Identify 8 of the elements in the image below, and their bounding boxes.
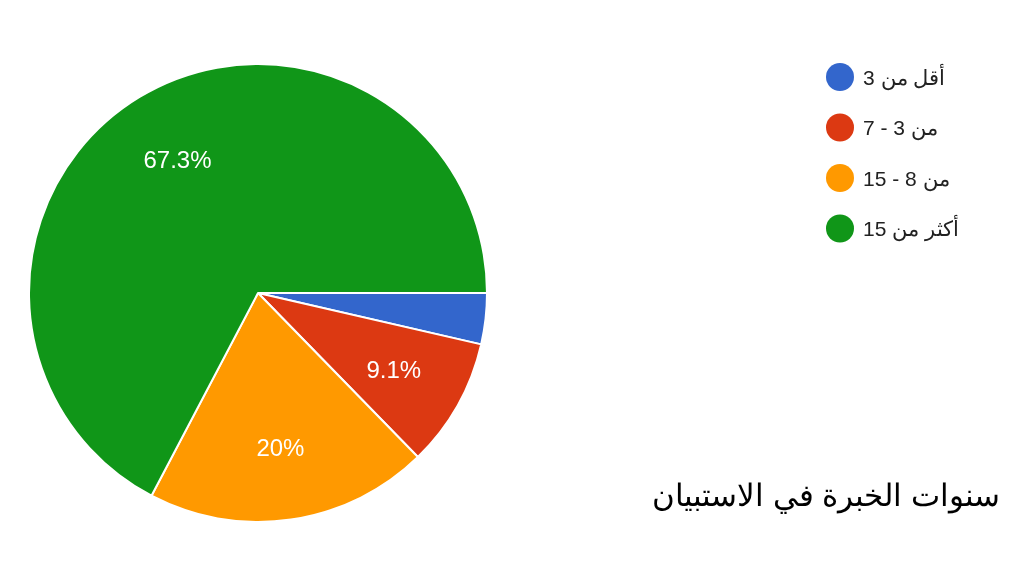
- legend-label: من 8 - 15: [863, 166, 950, 192]
- text: سنوات الخبرة في الاستبيان: [652, 477, 1000, 514]
- data-label: 67.3%: [143, 146, 212, 174]
- data-label: 9.1%: [366, 355, 422, 383]
- legend-label: أكثر من 15: [863, 214, 960, 242]
- legend-label: من 3 - 7: [863, 116, 938, 141]
- data-label: 20%: [256, 433, 305, 461]
- legend-label: أقل من 3: [863, 62, 946, 91]
